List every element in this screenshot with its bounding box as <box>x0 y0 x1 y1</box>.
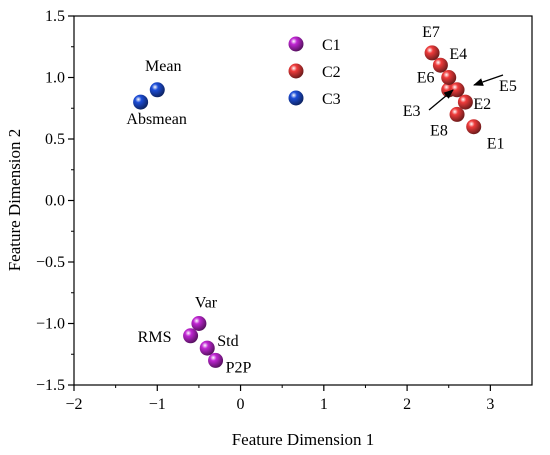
legend-marker-c2 <box>288 63 304 79</box>
arrow-e3 <box>428 89 454 111</box>
point-label-e8: E8 <box>430 122 448 139</box>
point-p2p <box>208 352 224 368</box>
legend-marker-c1 <box>288 36 304 52</box>
point-label-absmean: Absmean <box>126 111 186 128</box>
x-tick-label: 1 <box>320 396 328 413</box>
y-tick-label: 0.0 <box>45 193 65 210</box>
point-label-e6: E6 <box>417 70 435 87</box>
point-label-var: Var <box>195 295 218 312</box>
x-tick-label: 0 <box>237 396 245 413</box>
point-label-p2p: P2P <box>226 359 252 376</box>
data-points <box>133 45 482 368</box>
point-label-e5: E5 <box>499 78 517 95</box>
point-rms <box>183 328 199 344</box>
point-label-mean: Mean <box>145 58 181 75</box>
point-e4 <box>432 57 448 73</box>
x-tick-label: 2 <box>403 396 411 413</box>
point-std <box>199 340 215 356</box>
point-label-e3: E3 <box>403 103 421 120</box>
y-axis: −1.5 −1.0 −0.5 0.0 0.5 1.0 1.5 <box>36 8 74 394</box>
y-axis-title: Feature Dimension 2 <box>5 129 24 272</box>
y-tick-label: 1.0 <box>45 70 65 87</box>
y-tick-label: −1.5 <box>36 377 65 394</box>
point-label-std: Std <box>217 333 238 350</box>
point-e6 <box>441 70 457 85</box>
annotation-arrows <box>428 74 504 111</box>
point-label-e4: E4 <box>449 46 467 63</box>
point-label-e2: E2 <box>473 96 491 113</box>
legend-label-c3: C3 <box>322 91 341 108</box>
legend-label-c1: C1 <box>322 37 341 54</box>
x-axis: −2 −1 0 1 2 3 <box>65 385 494 413</box>
legend: C1 C2 C3 <box>288 36 341 108</box>
point-label-e1: E1 <box>487 136 505 153</box>
point-label-rms: RMS <box>138 329 172 346</box>
point-e7 <box>424 45 440 61</box>
y-tick-label: 0.5 <box>45 131 65 148</box>
point-e1 <box>466 119 482 135</box>
x-tick-label: −2 <box>65 396 82 413</box>
point-mean <box>149 82 165 98</box>
point-absmean <box>133 94 149 110</box>
legend-marker-c3 <box>288 90 304 106</box>
point-e5 <box>449 82 465 98</box>
point-var <box>191 316 207 331</box>
point-label-e7: E7 <box>422 24 440 41</box>
x-axis-title: Feature Dimension 1 <box>232 430 375 449</box>
x-tick-label: −1 <box>149 396 166 413</box>
x-tick-label: 3 <box>486 396 494 413</box>
point-e2 <box>457 94 473 110</box>
point-e8 <box>449 106 465 122</box>
y-tick-label: 1.5 <box>45 8 65 25</box>
legend-label-c2: C2 <box>322 64 341 81</box>
y-tick-label: −0.5 <box>36 254 65 271</box>
point-labels: Var RMS Std P2P E1 E2 E3 E4 E5 E6 E7 E8 Mean Absmean <box>126 24 517 376</box>
y-tick-label: −1.0 <box>36 316 65 333</box>
arrow-e5 <box>473 74 504 86</box>
